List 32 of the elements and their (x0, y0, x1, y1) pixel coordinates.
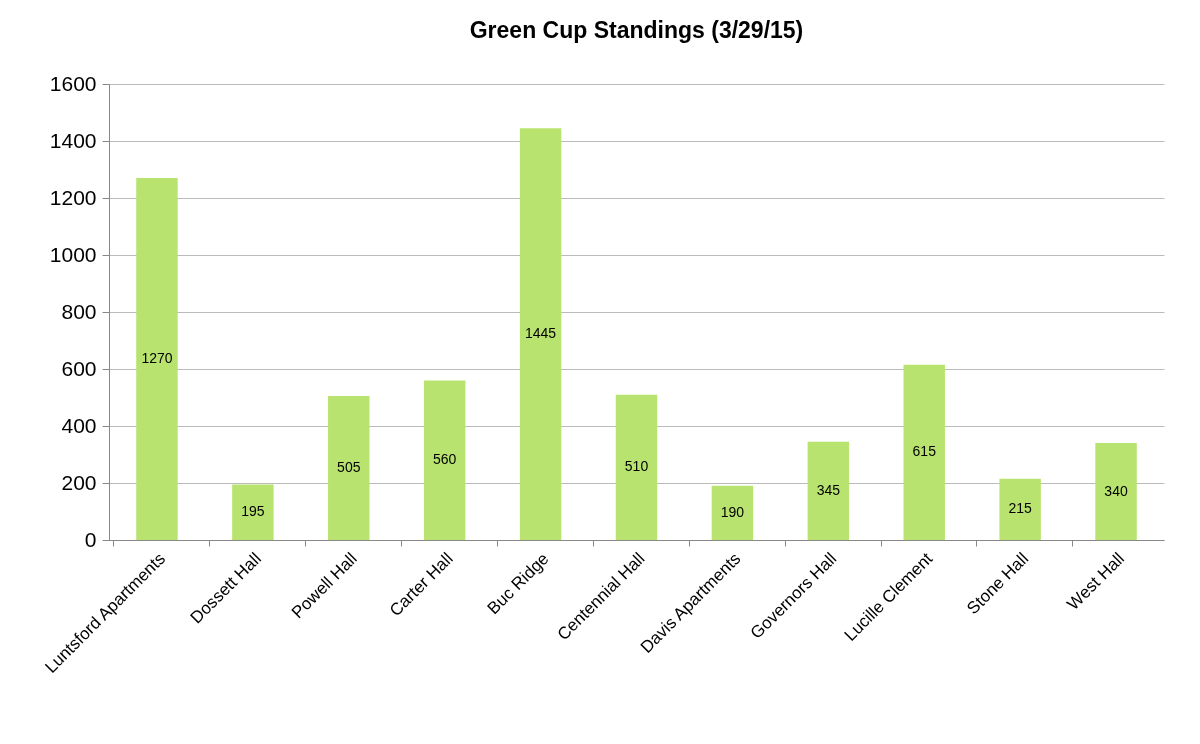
y-tick-label: 1200 (49, 185, 97, 209)
y-tick-label: 400 (61, 413, 97, 437)
y-tick-label: 1600 (49, 71, 97, 95)
data-label: 1270 (141, 350, 173, 367)
y-tick-label: 0 (84, 527, 97, 551)
data-label: 215 (1008, 500, 1033, 517)
data-label: 505 (337, 459, 361, 476)
bar (519, 128, 562, 540)
data-label: 345 (816, 481, 841, 498)
data-label: 1445 (525, 325, 557, 342)
data-label: 340 (1104, 482, 1128, 499)
chart-title: Green Cup Standings (3/29/15) (469, 17, 804, 43)
bar (1095, 443, 1137, 540)
bar (807, 441, 850, 540)
y-tick-label: 1400 (49, 128, 97, 152)
bar (999, 478, 1041, 540)
bar (136, 178, 178, 540)
data-label: 190 (720, 503, 745, 520)
bar (903, 364, 945, 540)
data-label: 560 (433, 451, 457, 468)
data-label: 510 (624, 458, 649, 475)
y-tick-label: 800 (61, 299, 97, 323)
data-label: 615 (912, 443, 937, 460)
data-label: 195 (241, 503, 265, 520)
bar (232, 484, 274, 540)
bar (328, 396, 370, 540)
bar (423, 380, 466, 540)
y-tick-label: 1000 (49, 242, 97, 266)
bar (615, 394, 658, 540)
y-tick-label: 600 (61, 356, 97, 380)
y-tick-label: 200 (61, 470, 97, 494)
bar (711, 485, 754, 540)
